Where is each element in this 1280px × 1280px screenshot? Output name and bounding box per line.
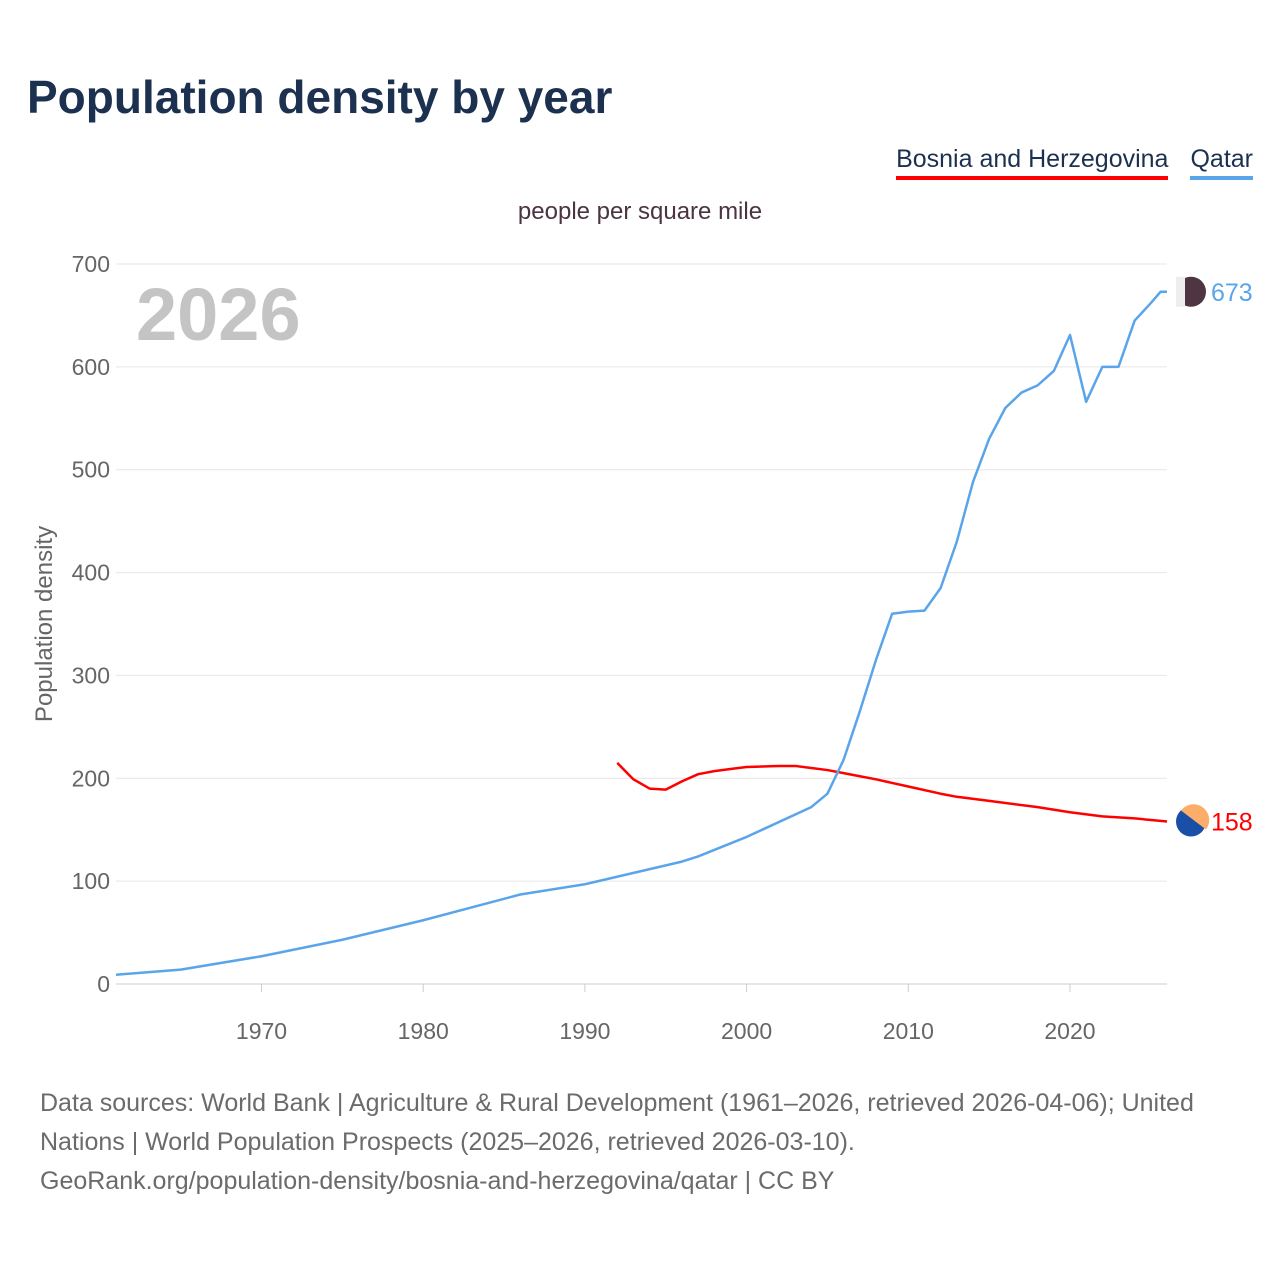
x-tick-label: 2010 <box>883 1018 934 1044</box>
series-line-bosnia <box>616 761 1168 823</box>
x-tick-label: 1970 <box>236 1018 287 1044</box>
year-watermark: 2026 <box>136 273 301 356</box>
series-line-qatar <box>115 290 1167 976</box>
footer-url: GeoRank.org/population-density/bosnia-an… <box>40 1167 835 1195</box>
x-tick-label: 1980 <box>398 1018 449 1044</box>
footer: Data sources: World Bank | Agriculture &… <box>40 1084 1250 1201</box>
bosnia-flag-triangle <box>1181 804 1210 830</box>
y-tick-label: 0 <box>97 971 110 997</box>
y-tick-label: 500 <box>72 457 110 483</box>
qatar-flag-white <box>1176 276 1185 307</box>
x-tick-label: 1990 <box>559 1018 610 1044</box>
y-tick-label: 400 <box>72 560 110 586</box>
x-tick-label: 2000 <box>721 1018 772 1044</box>
legend-item-bosnia[interactable]: Bosnia and Herzegovina <box>896 145 1169 180</box>
y-tick-label: 200 <box>72 765 110 791</box>
legend-item-qatar[interactable]: Qatar <box>1190 145 1253 180</box>
y-tick-label: 100 <box>72 868 110 894</box>
y-axis-label: Population density <box>31 526 58 722</box>
y-tick-label: 700 <box>72 251 110 277</box>
end-value-label: 158 <box>1211 808 1253 836</box>
end-value-label: 673 <box>1211 279 1253 307</box>
footer-sources: Data sources: World Bank | Agriculture &… <box>40 1089 1194 1156</box>
chart-title: Population density by year <box>27 71 613 123</box>
legend: Bosnia and Herzegovina Qatar <box>896 145 1253 180</box>
x-tick-label: 2020 <box>1044 1018 1095 1044</box>
y-tick-label: 300 <box>72 662 110 688</box>
y-tick-label: 600 <box>72 354 110 380</box>
chart-subtitle: people per square mile <box>517 198 763 225</box>
